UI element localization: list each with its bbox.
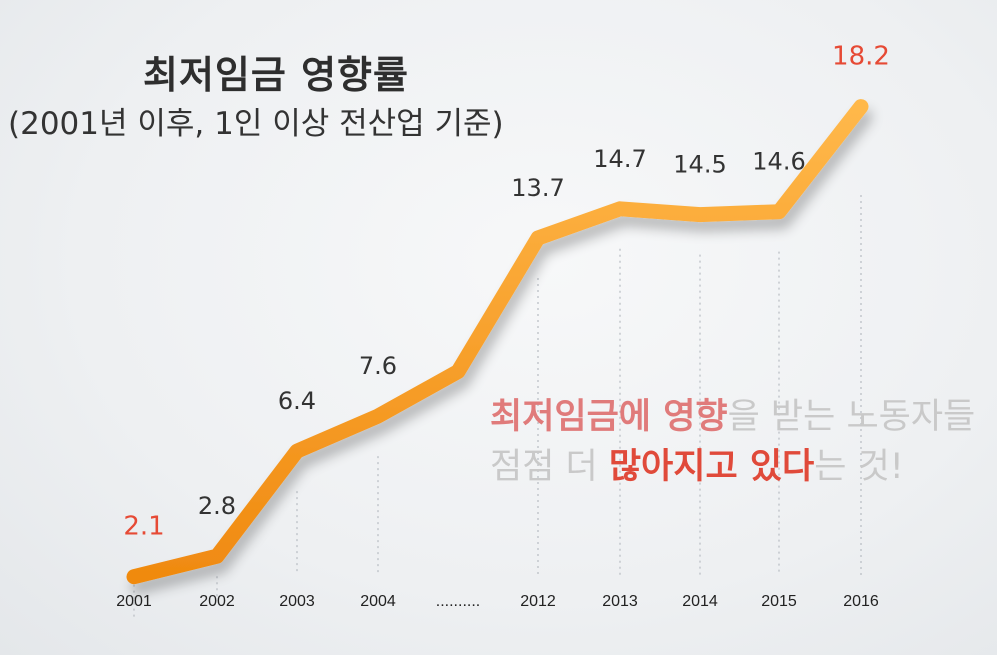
grid-lines (133, 195, 862, 617)
data-point-2012 (531, 231, 546, 246)
data-point-2016 (854, 99, 869, 114)
data-label-2004: 7.6 (359, 352, 397, 380)
x-tick-label: 2012 (520, 593, 556, 610)
data-point-2013 (613, 201, 628, 216)
x-tick-label: 2014 (682, 593, 718, 610)
annotation-segment: 을 받는 노동자들 (727, 397, 976, 437)
chart-title: 최저임금 영향률 (143, 53, 409, 97)
annotation-segment: 최저임금에 (490, 397, 664, 437)
x-tick-label: 2013 (602, 593, 638, 610)
annotation-line-2: 점점 더 많아지고 있다는 것! (490, 442, 997, 492)
x-tick-label: 2004 (360, 593, 396, 610)
series-line (126, 99, 869, 585)
data-point-2003 (290, 444, 305, 459)
x-tick-label: 2016 (843, 593, 879, 610)
data-point-2001 (127, 569, 142, 584)
annotation-segment: 는 것! (814, 447, 904, 487)
data-label-2014: 14.5 (673, 151, 726, 179)
x-tick-label: 2002 (199, 593, 235, 610)
x-tick-label: 2015 (761, 593, 797, 610)
annotation-line-1: 최저임금에 영향을 받는 노동자들 (490, 392, 997, 442)
annotation-segment: 많아지고 있다 (608, 447, 815, 487)
data-label-2002: 2.8 (198, 492, 236, 520)
data-point-2002 (210, 549, 225, 564)
annotation-segment: 영향 (663, 397, 728, 437)
data-label-2013: 14.7 (593, 145, 646, 173)
annotation-text: 최저임금에 영향을 받는 노동자들 점점 더 많아지고 있다는 것! (490, 392, 997, 492)
data-label-2016: 18.2 (832, 42, 890, 72)
data-point-2015 (772, 204, 787, 219)
x-tick-label: .......... (436, 593, 480, 610)
chart-subtitle: (2001년 이후, 1인 이상 전산업 기준) (8, 106, 504, 142)
x-tick-label: 2001 (116, 593, 152, 610)
data-label-2015: 14.6 (752, 148, 805, 176)
data-label-2012: 13.7 (511, 174, 564, 202)
data-point-2004 (371, 409, 386, 424)
annotation-segment: 점점 더 (490, 447, 609, 487)
data-point-2014 (693, 207, 708, 222)
data-label-2003: 6.4 (278, 387, 316, 415)
x-tick-label: 2003 (279, 593, 315, 610)
data-label-2001: 2.1 (123, 512, 164, 542)
